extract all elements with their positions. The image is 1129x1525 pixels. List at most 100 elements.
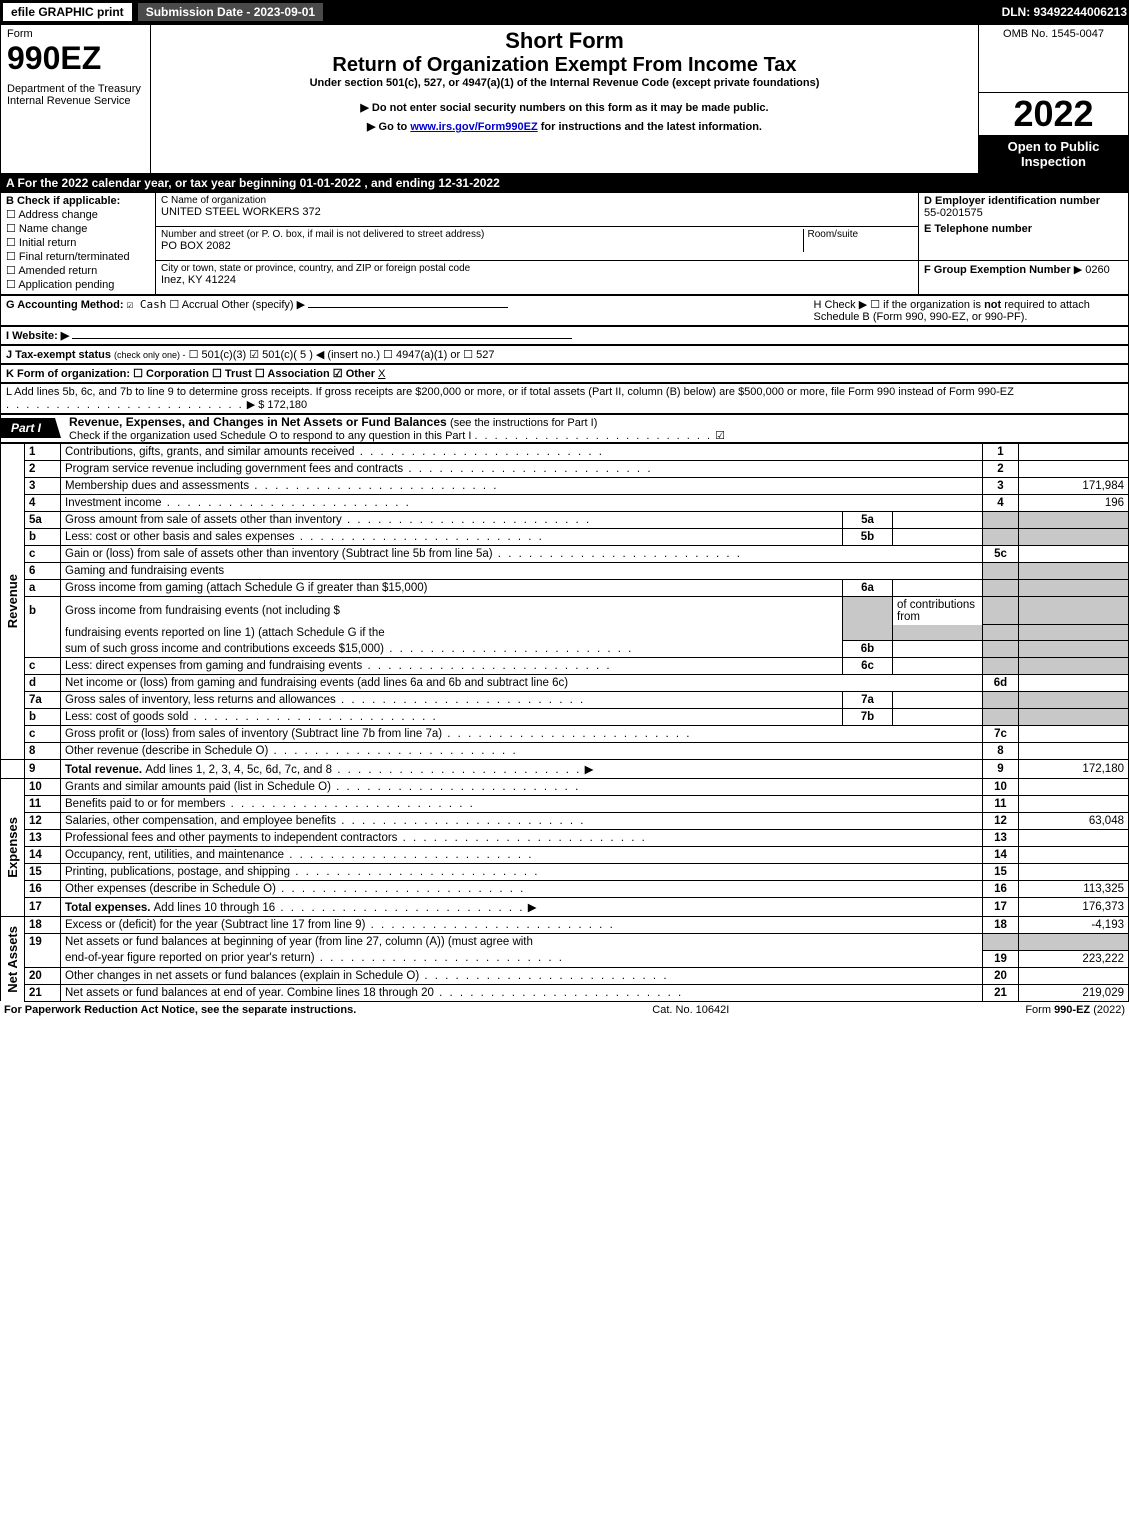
row-5b: b Less: cost or other basis and sales ex… [1, 528, 1129, 545]
dept-label: Department of the Treasury Internal Reve… [7, 83, 144, 107]
row-17: 17 Total expenses. Add lines 10 through … [1, 898, 1129, 917]
side-netassets: Net Assets [5, 926, 20, 993]
row-14: 14 Occupancy, rent, utilities, and maint… [1, 847, 1129, 864]
form-word: Form [7, 28, 144, 40]
line-h: H Check ▶ ☐ if the organization is not r… [809, 295, 1129, 325]
line-i: I Website: ▶ [1, 326, 1129, 344]
side-expenses: Expenses [5, 817, 20, 878]
part-1-badge: Part I [1, 418, 61, 438]
row-7c: c Gross profit or (loss) from sales of i… [1, 726, 1129, 743]
row-6b-2: fundraising events reported on line 1) (… [1, 625, 1129, 641]
row-5c: c Gain or (loss) from sale of assets oth… [1, 545, 1129, 562]
f-arrow: ▶ [1074, 264, 1082, 276]
part-1-title: Revenue, Expenses, and Changes in Net As… [61, 415, 450, 429]
omb-label: OMB No. 1545-0047 [985, 28, 1122, 40]
cb-app-pending[interactable]: ☐ Application pending [6, 278, 150, 291]
row-11: 11 Benefits paid to or for members 11 [1, 796, 1129, 813]
org-info-grid: B Check if applicable: ☐ Address change … [0, 192, 1129, 295]
line-g-h: G Accounting Method: ☑ Cash ☐ Accrual Ot… [0, 295, 1129, 326]
efile-print-button[interactable]: efile GRAPHIC print [2, 2, 133, 22]
h-label: H Check ▶ ☐ if the organization is [814, 299, 985, 311]
return-title: Return of Organization Exempt From Incom… [157, 54, 972, 77]
footer-left: For Paperwork Reduction Act Notice, see … [4, 1004, 356, 1016]
box-c-city: City or town, state or province, country… [156, 260, 919, 294]
cb-final-return[interactable]: ☐ Final return/terminated [6, 250, 150, 263]
line-j: J Tax-exempt status (check only one) - ☐… [1, 345, 1129, 363]
top-bar: efile GRAPHIC print Submission Date - 20… [0, 0, 1129, 24]
g-accrual[interactable]: ☐ Accrual [169, 299, 218, 311]
page-footer: For Paperwork Reduction Act Notice, see … [0, 1002, 1129, 1018]
k-other-x: X [378, 368, 385, 380]
l-value: 172,180 [267, 399, 307, 411]
city-label: City or town, state or province, country… [161, 263, 913, 274]
city-value: Inez, KY 41224 [161, 274, 913, 286]
cb-amended-return[interactable]: ☐ Amended return [6, 264, 150, 277]
row-5a: 5a Gross amount from sale of assets othe… [1, 511, 1129, 528]
row-13: 13 Professional fees and other payments … [1, 830, 1129, 847]
row-7b: b Less: cost of goods sold 7b [1, 709, 1129, 726]
row-6: 6 Gaming and fundraising events [1, 562, 1129, 579]
k-label[interactable]: K Form of organization: ☐ Corporation ☐ … [6, 368, 378, 380]
e-label: E Telephone number [924, 223, 1123, 235]
g-label: G Accounting Method: [6, 299, 124, 311]
f-label: F Group Exemption Number [924, 264, 1071, 276]
row-12: 12 Salaries, other compensation, and emp… [1, 813, 1129, 830]
goto-instruction: ▶ Go to www.irs.gov/Form990EZ for instru… [157, 120, 972, 133]
row-7a: 7a Gross sales of inventory, less return… [1, 692, 1129, 709]
box-f: F Group Exemption Number ▶ 0260 [919, 260, 1129, 294]
part-1-table: Revenue 1 Contributions, gifts, grants, … [0, 443, 1129, 1002]
g-cash[interactable]: ☑ Cash [127, 298, 167, 311]
row-9: 9 Total revenue. Add lines 1, 2, 3, 4, 5… [1, 760, 1129, 779]
d-label: D Employer identification number [924, 195, 1123, 207]
cb-initial-return[interactable]: ☐ Initial return [6, 236, 150, 249]
box-b: B Check if applicable: ☐ Address change … [1, 192, 156, 294]
row-18: Net Assets 18 Excess or (deficit) for th… [1, 917, 1129, 934]
cb-name-change[interactable]: ☐ Name change [6, 222, 150, 235]
form-header: Form 990EZ Department of the Treasury In… [0, 24, 1129, 174]
row-15: 15 Printing, publications, postage, and … [1, 864, 1129, 881]
ssn-warning: ▶ Do not enter social security numbers o… [157, 101, 972, 114]
irs-link[interactable]: www.irs.gov/Form990EZ [410, 121, 537, 133]
row-6c: c Less: direct expenses from gaming and … [1, 658, 1129, 675]
row-16: 16 Other expenses (describe in Schedule … [1, 881, 1129, 898]
goto-post: for instructions and the latest informat… [538, 121, 762, 133]
l-arrow: ▶ $ [247, 399, 265, 411]
cb-address-change[interactable]: ☐ Address change [6, 208, 150, 221]
row-2: 2 Program service revenue including gove… [1, 460, 1129, 477]
form-number: 990EZ [7, 40, 144, 77]
box-c-street: Number and street (or P. O. box, if mail… [156, 226, 919, 260]
ein-value: 55-0201575 [924, 207, 1123, 219]
row-10: Expenses 10 Grants and similar amounts p… [1, 779, 1129, 796]
i-label: I Website: ▶ [6, 330, 69, 342]
h-not: not [984, 299, 1001, 311]
website-field[interactable] [72, 338, 572, 339]
j-label: J Tax-exempt status [6, 349, 114, 361]
c-label: C Name of organization [161, 195, 913, 206]
short-form-title: Short Form [157, 28, 972, 54]
footer-right: Form 990-EZ (2022) [1025, 1004, 1125, 1016]
part-1-header: Part I Revenue, Expenses, and Changes in… [0, 414, 1129, 443]
street-value: PO BOX 2082 [161, 240, 803, 252]
g-other-field[interactable] [308, 307, 508, 308]
f-value: 0260 [1085, 264, 1109, 276]
l-text: L Add lines 5b, 6c, and 7b to line 9 to … [6, 386, 1014, 398]
subtitle: Under section 501(c), 527, or 4947(a)(1)… [157, 77, 972, 89]
row-19a: 19 Net assets or fund balances at beginn… [1, 934, 1129, 951]
row-6a: a Gross income from gaming (attach Sched… [1, 579, 1129, 596]
box-c-name: C Name of organization UNITED STEEL WORK… [156, 192, 919, 226]
part-1-sub: (see the instructions for Part I) [450, 417, 597, 429]
box-b-title: B Check if applicable: [6, 195, 150, 207]
part-1-checkbox[interactable]: ☑ [715, 430, 725, 442]
row-6b-3: sum of such gross income and contributio… [1, 641, 1129, 658]
dln-label: DLN: 93492244006213 [1002, 5, 1127, 19]
row-8: 8 Other revenue (describe in Schedule O)… [1, 743, 1129, 760]
j-small: (check only one) - [114, 350, 186, 360]
box-d-e: D Employer identification number 55-0201… [919, 192, 1129, 260]
row-19b: end-of-year figure reported on prior yea… [1, 950, 1129, 967]
j-options[interactable]: ☐ 501(c)(3) ☑ 501(c)( 5 ) ◀ (insert no.)… [189, 349, 495, 361]
open-inspection-box: Open to Public Inspection [979, 135, 1128, 173]
tax-year: 2022 [979, 93, 1128, 135]
room-label: Room/suite [808, 229, 914, 240]
row-6d: d Net income or (loss) from gaming and f… [1, 675, 1129, 692]
g-other[interactable]: Other (specify) ▶ [221, 299, 305, 311]
